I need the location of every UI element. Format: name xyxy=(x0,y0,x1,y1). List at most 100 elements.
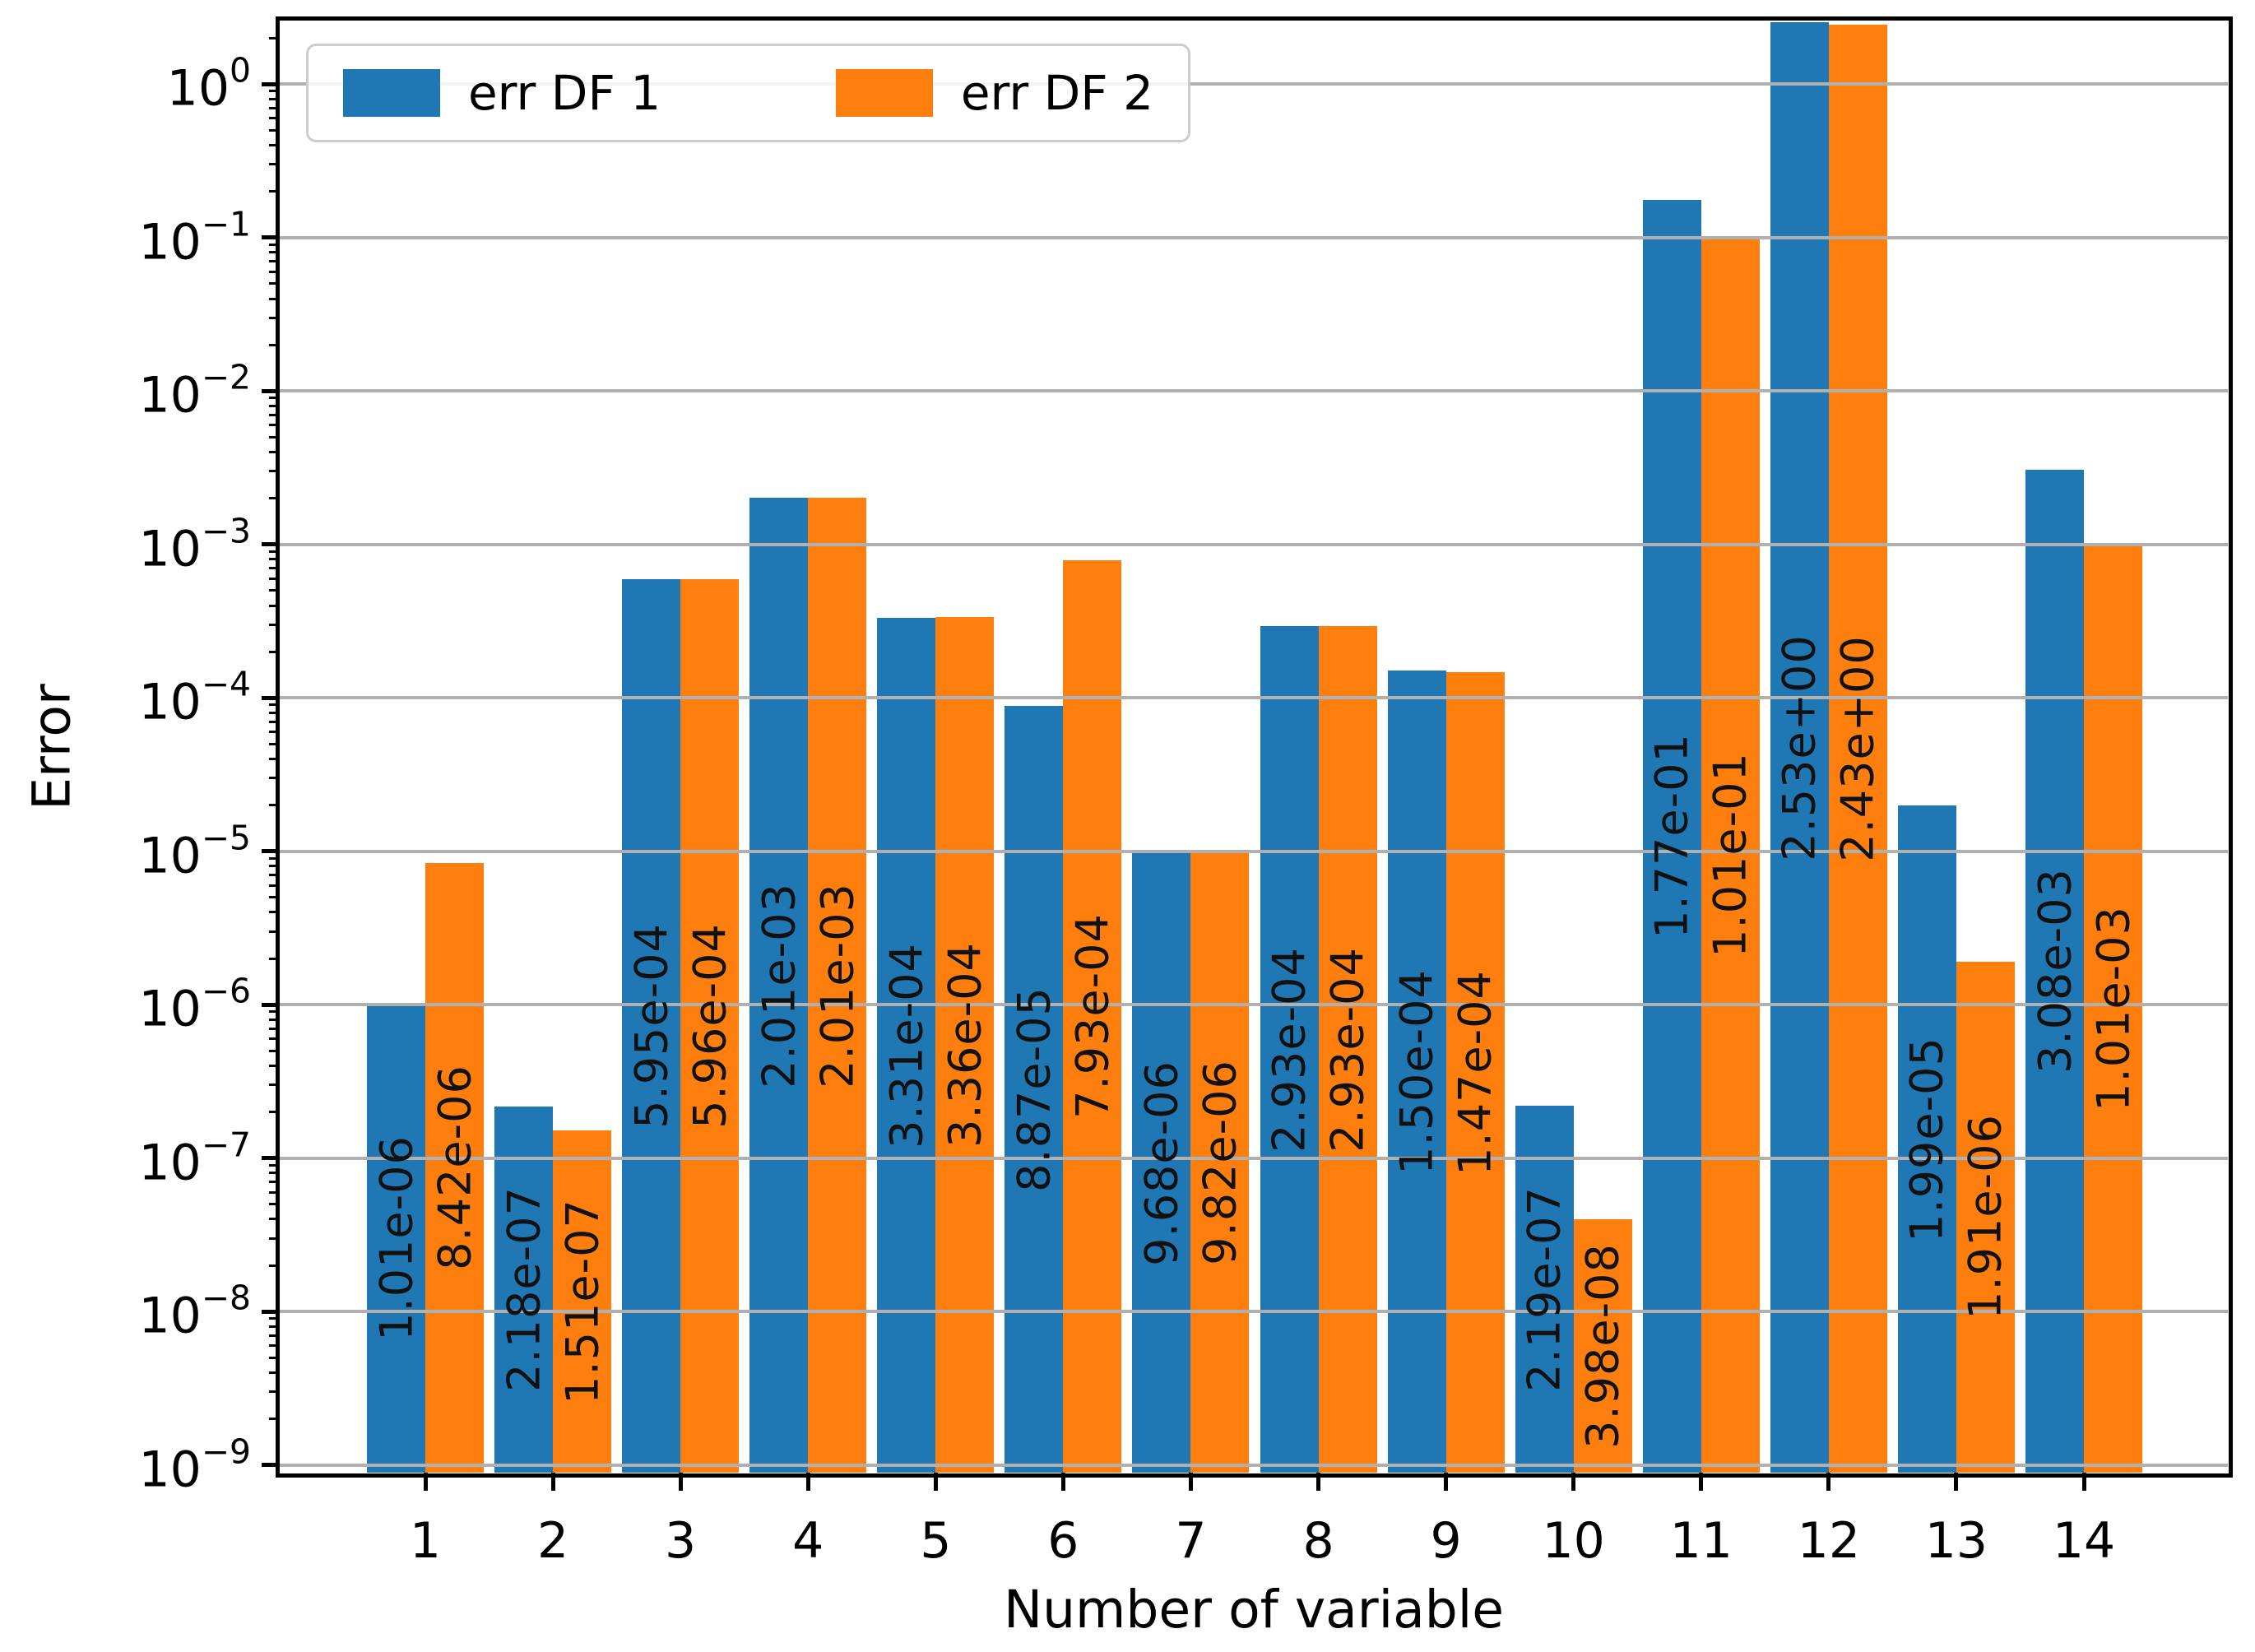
legend-swatch-err-df-1-icon xyxy=(343,69,440,117)
x-axis-tick xyxy=(1060,1473,1065,1491)
x-tick-label-5: 5 xyxy=(920,1512,952,1570)
y-axis-minor-tick xyxy=(269,757,280,760)
x-tick-label-9: 9 xyxy=(1430,1512,1462,1570)
y-axis-minor-tick xyxy=(269,470,280,473)
y-axis-major-tick xyxy=(262,388,280,393)
y-tick-label-1e-4: 10−4 xyxy=(138,664,252,731)
bar-value-label: 3.31e-04 xyxy=(880,942,933,1149)
bar-value-label: 2.43e+00 xyxy=(1831,635,1884,862)
y-axis-minor-tick xyxy=(269,1190,280,1194)
y-axis-minor-tick xyxy=(269,106,280,109)
y-axis-minor-tick xyxy=(269,1218,280,1221)
y-axis-minor-tick xyxy=(269,1356,280,1359)
y-axis-minor-tick xyxy=(269,1172,280,1175)
bar-err-df-1-x5 xyxy=(877,618,936,1473)
x-axis-title: Number of variable xyxy=(1003,1580,1505,1640)
y-axis-major-tick xyxy=(262,542,280,547)
y-axis-minor-tick xyxy=(269,282,280,285)
y-tick-label-1e-7: 10−7 xyxy=(138,1125,252,1192)
bar-value-label: 1.99e-05 xyxy=(1900,1036,1953,1242)
y-axis-minor-tick xyxy=(269,451,280,454)
y-axis-major-tick xyxy=(262,695,280,700)
bar-err-df-2-x2 xyxy=(553,1130,612,1473)
x-axis-tick xyxy=(1699,1473,1704,1491)
y-axis-minor-tick xyxy=(269,497,280,500)
x-axis-tick xyxy=(933,1473,938,1491)
y-axis-minor-tick xyxy=(269,550,280,553)
x-axis-tick xyxy=(1571,1473,1576,1491)
y-tick-label-1e-5: 10−5 xyxy=(138,818,252,885)
x-tick-label-14: 14 xyxy=(2052,1512,2116,1570)
x-axis-tick xyxy=(1316,1473,1321,1491)
gridline-1e-4 xyxy=(280,696,2228,700)
y-axis-minor-tick xyxy=(269,1203,280,1206)
x-axis-tick xyxy=(1188,1473,1193,1491)
y-axis-minor-tick xyxy=(269,424,280,427)
y-axis-minor-tick xyxy=(269,1049,280,1052)
y-axis-minor-tick xyxy=(269,856,280,860)
bar-value-label: 8.42e-06 xyxy=(429,1065,480,1271)
y-axis-minor-tick xyxy=(269,884,280,887)
bar-err-df-2-x1 xyxy=(425,862,484,1473)
x-tick-label-11: 11 xyxy=(1669,1512,1733,1570)
y-axis-minor-tick xyxy=(269,804,280,807)
gridline-1e-5 xyxy=(280,849,2228,853)
y-axis-minor-tick xyxy=(269,1237,280,1240)
bar-value-label: 5.96e-04 xyxy=(684,923,736,1129)
y-axis-minor-tick xyxy=(269,957,280,960)
y-axis-major-tick xyxy=(262,1156,280,1161)
y-axis-minor-tick xyxy=(269,1264,280,1267)
x-axis-tick xyxy=(805,1473,810,1491)
x-tick-label-13: 13 xyxy=(1924,1512,1988,1570)
y-axis-minor-tick xyxy=(269,604,280,607)
gridline-1e-8 xyxy=(280,1310,2228,1314)
bar-err-df-1-x10 xyxy=(1515,1106,1574,1473)
y-axis-minor-tick xyxy=(269,316,280,319)
y-axis-minor-tick xyxy=(269,1037,280,1041)
y-axis-minor-tick xyxy=(269,1010,280,1014)
y-axis-minor-tick xyxy=(269,589,280,592)
y-axis-minor-tick xyxy=(269,297,280,300)
y-axis-minor-tick xyxy=(269,930,280,933)
bar-err-df-1-x2 xyxy=(494,1106,554,1473)
y-axis-minor-tick xyxy=(269,1027,280,1030)
bar-value-label: 9.68e-06 xyxy=(1135,1060,1188,1266)
y-axis-major-tick xyxy=(262,1309,280,1314)
bar-value-label: 1.51e-07 xyxy=(556,1199,609,1404)
y-axis-minor-tick xyxy=(269,260,280,263)
bar-err-df-2-x10 xyxy=(1573,1219,1632,1473)
y-axis-minor-tick xyxy=(269,1181,280,1184)
bar-value-label: 3.08e-03 xyxy=(2029,868,2081,1074)
bar-value-label: 2.01e-03 xyxy=(753,882,805,1088)
gridline-1e-1 xyxy=(280,235,2228,239)
legend: err DF 1 err DF 2 xyxy=(306,44,1190,142)
x-tick-label-6: 6 xyxy=(1047,1512,1079,1570)
x-tick-label-10: 10 xyxy=(1542,1512,1605,1570)
y-axis-minor-tick xyxy=(269,1371,280,1374)
y-axis-minor-tick xyxy=(269,1390,280,1394)
bar-err-df-2-x12 xyxy=(1828,25,1887,1473)
gridline-1e0 xyxy=(280,82,2228,86)
y-axis-minor-tick xyxy=(269,435,280,439)
y-axis-minor-tick xyxy=(269,97,280,100)
y-tick-label-1e-9: 10−9 xyxy=(138,1432,252,1499)
bar-err-df-2-x13 xyxy=(1956,961,2015,1473)
x-tick-label-3: 3 xyxy=(665,1512,697,1570)
y-tick-label-1e-3: 10−3 xyxy=(138,511,252,578)
bar-value-label: 1.91e-06 xyxy=(1959,1114,2011,1320)
bar-value-label: 1.01e-03 xyxy=(2087,905,2139,1111)
legend-label-err-df-1: err DF 1 xyxy=(468,65,661,121)
y-axis-minor-tick xyxy=(269,251,280,254)
x-tick-label-1: 1 xyxy=(409,1512,442,1570)
x-axis-tick xyxy=(550,1473,555,1491)
y-axis-minor-tick xyxy=(269,1344,280,1348)
gridline-1e-3 xyxy=(280,542,2228,546)
bar-value-label: 5.95e-04 xyxy=(625,923,678,1129)
y-axis-minor-tick xyxy=(269,1334,280,1337)
y-axis-minor-tick xyxy=(269,397,280,400)
y-axis-minor-tick xyxy=(269,567,280,570)
y-axis-minor-tick xyxy=(269,163,280,166)
bar-err-df-1-x9 xyxy=(1387,671,1446,1473)
y-axis-minor-tick xyxy=(269,623,280,626)
